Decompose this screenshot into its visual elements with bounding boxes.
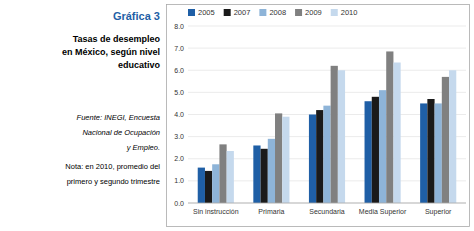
chart-border	[167, 5, 470, 227]
y-tick-label: 4.0	[174, 111, 184, 118]
bar	[212, 164, 219, 203]
bar	[268, 139, 275, 203]
grid-line	[188, 70, 466, 71]
legend-swatch	[224, 9, 231, 16]
legend-label: 2009	[305, 8, 322, 17]
legend-label: 2005	[198, 8, 215, 17]
grid-line	[188, 48, 466, 49]
x-tick-label: Primaria	[258, 208, 284, 215]
bars	[198, 51, 457, 203]
bar	[205, 171, 212, 203]
y-tick-label: 2.0	[174, 155, 184, 162]
grid-line	[188, 203, 466, 204]
annotation: y Empleo.	[126, 143, 160, 152]
annotation: Nacional de Ocupación	[82, 128, 160, 137]
x-tick-label: Sin instrucción	[193, 208, 239, 215]
bar	[198, 168, 205, 203]
bar	[323, 106, 330, 203]
annotation: Fuente: INEGI, Encuesta	[77, 113, 160, 122]
bar	[365, 101, 372, 203]
bar	[227, 151, 234, 203]
bar	[261, 149, 268, 203]
legend-swatch	[331, 9, 338, 16]
chart: Gráfica 3 Tasas de desempleo en México, se…	[0, 0, 474, 231]
y-tick-label: 0.0	[174, 200, 184, 207]
bar	[393, 63, 400, 203]
annotation: Nota: en 2010, promedio del	[65, 162, 160, 171]
grid-line	[188, 26, 466, 27]
bar	[420, 103, 427, 203]
bar	[427, 99, 434, 203]
legend-swatch	[295, 9, 302, 16]
legend-label: 2010	[341, 8, 358, 17]
legend: 2005 2007 2008 2009 2010	[188, 8, 357, 17]
title: Gráfica 3	[113, 10, 160, 22]
bar	[219, 144, 226, 203]
bar	[309, 115, 316, 204]
y-tick-label: 8.0	[174, 23, 184, 30]
subtitle-line: educativo	[118, 60, 161, 70]
subtitle-line: en México, según nivel	[62, 47, 160, 57]
bar	[316, 110, 323, 203]
bar	[442, 77, 449, 203]
bar	[372, 97, 379, 203]
subtitle-line: Tasas de desempleo	[73, 34, 161, 44]
x-tick-label: Superior	[425, 208, 452, 216]
x-tick-label: Media Superior	[359, 208, 407, 216]
y-tick-label: 1.0	[174, 177, 184, 184]
bar	[379, 90, 386, 203]
grid-line	[188, 92, 466, 93]
legend-swatch	[259, 9, 266, 16]
bar	[253, 145, 260, 203]
annotation: primero y segundo trimestre	[67, 177, 160, 186]
bar	[338, 70, 345, 203]
x-axis-line	[188, 203, 466, 204]
bar	[282, 117, 289, 203]
legend-label: 2008	[269, 8, 286, 17]
x-tick-label: Secundaria	[309, 208, 345, 215]
bar	[275, 113, 282, 203]
bar	[435, 103, 442, 203]
y-tick-label: 3.0	[174, 133, 184, 140]
background	[0, 0, 474, 231]
legend-label: 2007	[234, 8, 251, 17]
bar	[331, 66, 338, 203]
y-tick-label: 7.0	[174, 45, 184, 52]
y-tick-label: 5.0	[174, 89, 184, 96]
bar	[386, 51, 393, 203]
bar	[449, 70, 456, 203]
subtitle: Tasas de desempleo en México, según nivel…	[62, 34, 161, 70]
legend-swatch	[188, 9, 195, 16]
y-tick-label: 6.0	[174, 67, 184, 74]
